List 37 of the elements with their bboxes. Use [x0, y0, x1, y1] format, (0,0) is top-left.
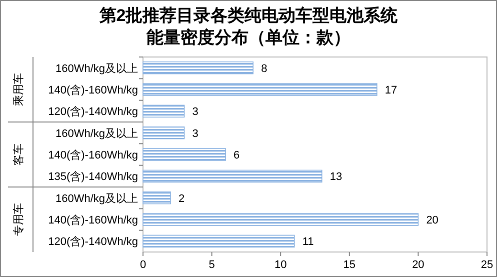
x-tick-label: 20: [412, 259, 424, 271]
chart-title: 第2批推荐目录各类纯电动车型电池系统能量密度分布（单位：款）: [98, 6, 399, 47]
bar: [142, 126, 185, 140]
data-label: 17: [384, 84, 398, 96]
data-label: 13: [330, 171, 342, 184]
data-label: 3: [192, 128, 198, 140]
data-label: 6: [234, 150, 240, 162]
data-label: 20: [426, 214, 438, 226]
text: 专用车: [12, 203, 25, 236]
bar: [142, 148, 226, 161]
x-tick-label: 5: [208, 259, 215, 271]
y-tick-label: 135(含)-140Wh/kg: [48, 170, 138, 184]
text: 乘用车: [12, 73, 25, 106]
bar: [142, 213, 419, 226]
bar: [142, 234, 295, 248]
x-tick-label: 10: [274, 259, 287, 271]
bar: [142, 83, 378, 96]
text: 客车: [12, 144, 25, 166]
y-tick-label: 140(含)-160Wh/kg: [48, 84, 138, 96]
y-tick-label: 160Wh/kg及以上: [55, 126, 138, 140]
data-label: 3: [192, 106, 198, 118]
bar: [142, 191, 171, 204]
y-tick-label: 160Wh/kg及以上: [55, 192, 138, 205]
y-tick-label: 120(含)-140Wh/kg: [48, 105, 138, 118]
bar: [142, 170, 322, 183]
bar: [142, 104, 185, 118]
data-label: 2: [178, 192, 185, 205]
y-tick-label: 120(含)-140Wh/kg: [48, 235, 138, 248]
x-tick-label: 15: [343, 259, 356, 271]
x-tick-label: 25: [480, 259, 494, 271]
y-tick-label: 140(含)-160Wh/kg: [48, 214, 138, 226]
y-tick-label: 140(含)-160Wh/kg: [48, 148, 138, 162]
x-tick-label: 0: [140, 259, 146, 271]
y-tick-label: 160Wh/kg及以上: [55, 62, 138, 75]
data-label: 8: [261, 62, 268, 75]
data-label: 11: [302, 236, 314, 248]
bar: [142, 61, 254, 74]
